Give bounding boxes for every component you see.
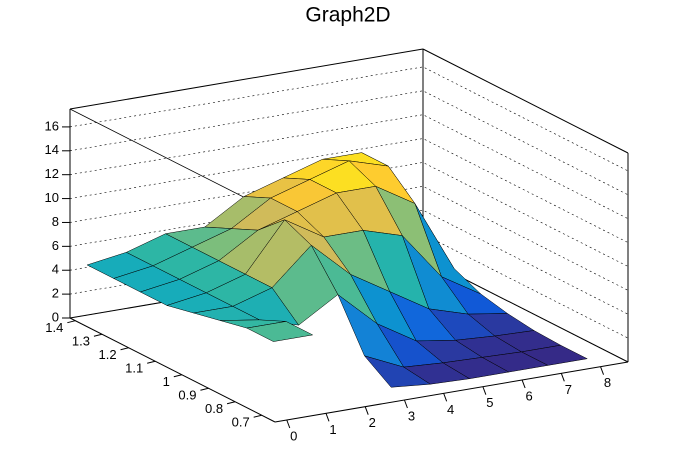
grid-line	[69, 257, 629, 363]
x-tick	[325, 413, 330, 422]
grid-line	[69, 186, 629, 291]
z-tick-label: 16	[45, 118, 59, 133]
grid-line	[69, 66, 629, 172]
x-tick-label: 7	[565, 382, 572, 397]
grid-line	[69, 233, 629, 339]
z-tick-label: 2	[52, 286, 59, 301]
y-tick	[67, 320, 76, 324]
y-tick	[226, 401, 236, 405]
z-tick-label: 6	[52, 238, 59, 253]
y-tick-label: 1.4	[45, 320, 63, 335]
y-tick-label: 1.2	[98, 347, 116, 362]
x-tick-label: 5	[486, 395, 493, 410]
z-tick-label: 10	[45, 190, 59, 205]
y-tick	[93, 333, 103, 337]
x-tick	[482, 386, 487, 395]
z-tick-label: 12	[45, 166, 59, 181]
x-tick	[600, 366, 605, 375]
y-tick-label: 1	[163, 374, 170, 389]
z-tick-label: 8	[52, 214, 59, 229]
x-tick-label: 4	[447, 402, 454, 417]
x-tick-label: 3	[408, 408, 415, 423]
x-tick	[364, 406, 369, 415]
y-tick-label: 1.3	[72, 334, 90, 349]
y-tick-label: 0.9	[178, 388, 196, 403]
x-tick	[403, 399, 408, 409]
surface-cell	[363, 355, 432, 388]
grid-line	[69, 90, 629, 196]
x-tick-label: 0	[290, 428, 297, 443]
grid-line	[69, 162, 629, 267]
x-tick	[443, 393, 448, 402]
x-axis	[274, 361, 629, 423]
z-tick-label: 4	[52, 262, 59, 277]
y-tick-label: 1.1	[125, 361, 143, 376]
chart-title: Graph2D	[305, 4, 390, 27]
y-axis	[69, 317, 276, 423]
y-tick	[173, 374, 182, 378]
box-edge	[69, 48, 424, 110]
box-edge	[422, 48, 629, 154]
grid-line	[69, 209, 629, 315]
y-tick	[253, 414, 262, 418]
y-tick-label: 0.8	[205, 401, 223, 416]
x-tick-label: 1	[329, 422, 336, 437]
x-tick-label: 2	[369, 415, 376, 430]
x-tick-label: 6	[525, 388, 532, 403]
grid-line	[69, 114, 629, 219]
y-tick	[147, 360, 156, 364]
y-tick	[120, 347, 129, 351]
x-tick	[521, 379, 526, 389]
x-tick	[560, 373, 565, 382]
grid-line	[69, 138, 629, 243]
box-edge	[69, 108, 276, 214]
y-tick-label: 0.7	[232, 415, 250, 430]
y-tick	[200, 387, 209, 391]
z-tick-label: 0	[52, 309, 59, 324]
surface-cell	[246, 321, 314, 342]
x-tick-label: 8	[604, 375, 611, 390]
x-tick	[286, 419, 291, 429]
z-tick-label: 14	[45, 142, 59, 157]
